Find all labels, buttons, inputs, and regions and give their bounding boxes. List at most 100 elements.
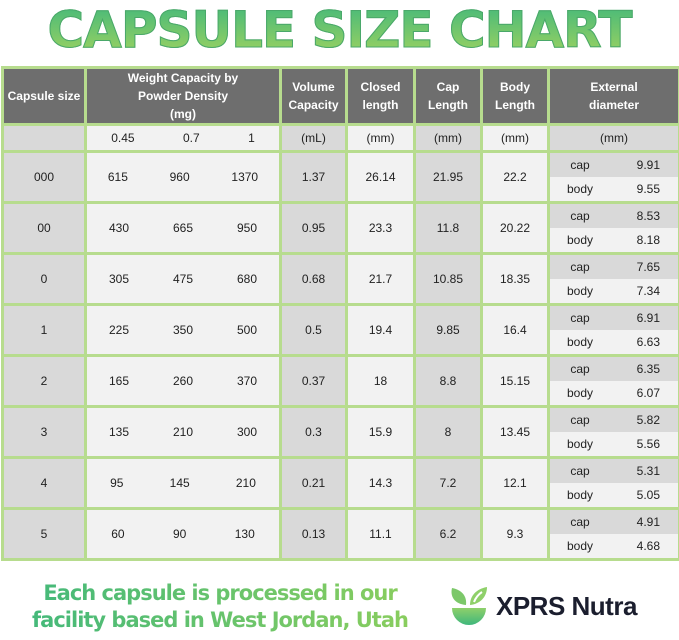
header-body-length: Body Length <box>480 66 550 126</box>
cap-length-cell: 9.85 <box>413 303 483 357</box>
capsule-size-cell: 1 <box>1 303 87 357</box>
weight-value: 370 <box>236 374 258 388</box>
capsule-size-cell: 4 <box>1 456 87 510</box>
ext-body-row: body 6.07 <box>550 381 678 405</box>
external-diameter-cell: cap 4.91 body 4.68 <box>547 507 679 561</box>
ext-body-label: body <box>566 539 594 553</box>
ext-cap-label: cap <box>570 464 590 478</box>
external-diameter-cell: cap 9.91 body 9.55 <box>547 150 679 204</box>
ext-body-value: 9.55 <box>636 182 660 196</box>
ext-body-label: body <box>566 488 594 502</box>
capsule-size-cell: 2 <box>1 354 87 408</box>
header-cap-length: Cap Length <box>413 66 483 126</box>
ext-cap-row: cap 9.91 <box>550 153 678 177</box>
weight-value: 60 <box>111 527 125 541</box>
header-external-diameter: External diameter <box>547 66 679 126</box>
ext-body-label: body <box>566 182 594 196</box>
ext-body-row: body 4.68 <box>550 534 678 558</box>
weight-value: 500 <box>236 323 258 337</box>
header-row: Capsule size Weight Capacity by Powder D… <box>1 66 679 126</box>
volume-cell: 0.5 <box>279 303 348 357</box>
capsule-size-cell: 000 <box>1 150 87 204</box>
weight-cells: 165 260 370 <box>84 354 282 408</box>
external-diameter-cell: cap 6.91 body 6.63 <box>547 303 679 357</box>
volume-cell: 0.21 <box>279 456 348 510</box>
brand-logo: XPRS Nutra <box>448 584 637 628</box>
weight-value: 90 <box>172 527 187 541</box>
volume-cell: 0.3 <box>279 405 348 459</box>
table-row: 3 135 210 300 0.3 15.9 8 13.45 cap 5.82 body 5.56 <box>1 405 679 459</box>
table-row: 0 305 475 680 0.68 21.7 10.85 18.35 cap 7.65 body 7… <box>1 252 679 306</box>
weight-value: 430 <box>108 221 130 235</box>
cap-length-cell: 6.2 <box>413 507 483 561</box>
footer-line-1: Each capsule is processed in our <box>43 581 397 605</box>
ext-cap-label: cap <box>570 362 590 376</box>
weight-value: 615 <box>107 170 128 184</box>
weight-value: 665 <box>172 221 194 235</box>
body-length-cell: 18.35 <box>480 252 550 306</box>
body-length-cell: 16.4 <box>480 303 550 357</box>
cap-length-cell: 21.95 <box>413 150 483 204</box>
ext-body-label: body <box>566 284 594 298</box>
ext-cap-row: cap 4.91 <box>550 510 678 534</box>
ext-body-value: 5.05 <box>636 488 660 502</box>
ext-cap-label: cap <box>570 515 590 529</box>
external-diameter-cell: cap 5.82 body 5.56 <box>547 405 679 459</box>
ext-body-row: body 8.18 <box>550 228 678 252</box>
cap-length-cell: 8.8 <box>413 354 483 408</box>
ext-cap-row: cap 5.31 <box>550 459 678 483</box>
units-external: (mm) <box>547 123 679 153</box>
closed-length-cell: 11.1 <box>345 507 416 561</box>
capsule-size-table: Capsule size Weight Capacity by Powder D… <box>1 66 679 561</box>
table-row: 000 615 960 1370 1.37 26.14 21.95 22.2 cap 9.91 bo… <box>1 150 679 204</box>
body-length-cell: 9.3 <box>480 507 550 561</box>
weight-value: 305 <box>108 272 130 286</box>
header-closed-length: Closed length <box>345 66 416 126</box>
units-body: (mm) <box>480 123 550 153</box>
weight-value: 225 <box>108 323 130 337</box>
ext-body-row: body 5.05 <box>550 483 678 507</box>
volume-cell: 1.37 <box>279 150 348 204</box>
ext-body-label: body <box>566 233 594 247</box>
closed-length-cell: 18 <box>345 354 416 408</box>
table-row: 00 430 665 950 0.95 23.3 11.8 20.22 cap 8.53 body 8… <box>1 201 679 255</box>
ext-cap-row: cap 6.91 <box>550 306 678 330</box>
body-length-cell: 15.15 <box>480 354 550 408</box>
body-length-cell: 13.45 <box>480 405 550 459</box>
ext-body-row: body 9.55 <box>550 177 678 201</box>
header-capsule-size: Capsule size <box>1 66 87 126</box>
ext-body-row: body 6.63 <box>550 330 678 354</box>
density-label: 0.45 <box>111 131 135 145</box>
weight-value: 95 <box>110 476 124 490</box>
volume-cell: 0.13 <box>279 507 348 561</box>
volume-cell: 0.37 <box>279 354 348 408</box>
footer-tagline: Each capsule is processed in our facilit… <box>0 580 440 634</box>
units-closed: (mm) <box>345 123 416 153</box>
body-length-cell: 12.1 <box>480 456 550 510</box>
table-row: 1 225 350 500 0.5 19.4 9.85 16.4 cap 6.91 body 6.63 <box>1 303 679 357</box>
ext-cap-value: 9.91 <box>636 158 660 172</box>
closed-length-cell: 15.9 <box>345 405 416 459</box>
units-densities: 0.45 0.7 1 <box>84 123 282 153</box>
ext-cap-row: cap 8.53 <box>550 204 678 228</box>
ext-cap-row: cap 5.82 <box>550 408 678 432</box>
weight-value: 300 <box>236 425 258 439</box>
weight-value: 130 <box>234 527 255 541</box>
ext-cap-value: 5.82 <box>636 413 660 427</box>
cap-length-cell: 7.2 <box>413 456 483 510</box>
table-row: 4 95 145 210 0.21 14.3 7.2 12.1 cap 5.31 body 5.05 <box>1 456 679 510</box>
external-diameter-cell: cap 8.53 body 8.18 <box>547 201 679 255</box>
weight-value: 960 <box>169 170 190 184</box>
volume-cell: 0.68 <box>279 252 348 306</box>
closed-length-cell: 19.4 <box>345 303 416 357</box>
weight-cells: 225 350 500 <box>84 303 282 357</box>
ext-cap-row: cap 7.65 <box>550 255 678 279</box>
closed-length-cell: 26.14 <box>345 150 416 204</box>
ext-body-value: 4.68 <box>636 539 660 553</box>
weight-cells: 95 145 210 <box>84 456 282 510</box>
external-diameter-cell: cap 6.35 body 6.07 <box>547 354 679 408</box>
ext-body-label: body <box>566 386 594 400</box>
units-row: 0.45 0.7 1 (mL) (mm) (mm) (mm) (mm) <box>1 123 679 153</box>
ext-body-label: body <box>566 335 594 349</box>
cap-length-cell: 10.85 <box>413 252 483 306</box>
